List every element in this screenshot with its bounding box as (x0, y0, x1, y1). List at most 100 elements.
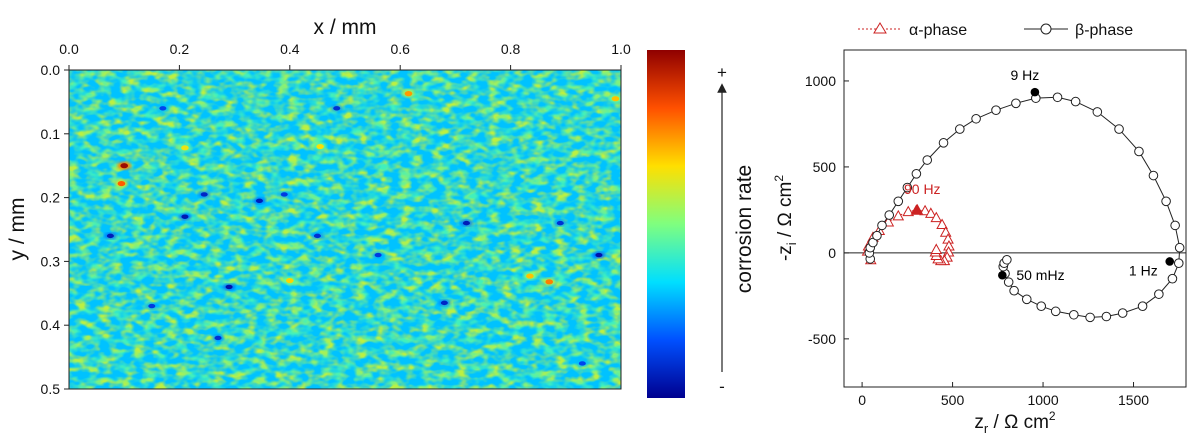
heatmap-x-tick-label: 0.8 (501, 41, 521, 57)
nyquist-y-axis-label: -zi / Ω cm2 (772, 175, 799, 261)
colorbar-gradient (647, 50, 685, 398)
heatmap-hot-spot (117, 180, 126, 187)
beta-data-point (1003, 277, 1014, 287)
heatmap-hot-spot (286, 277, 294, 284)
heatmap-y-tick-label: 0.3 (41, 253, 61, 269)
heatmap-cold-spot (159, 106, 167, 111)
beta-data-point (1117, 308, 1128, 318)
highlighted-point (911, 203, 924, 215)
beta-data-point (1036, 301, 1047, 311)
highlighted-point-label: 9 Hz (1011, 67, 1040, 83)
nyquist-y-tick-label: -500 (808, 331, 836, 347)
heatmap-cold-spot (440, 300, 448, 306)
heatmap-texture-low (69, 70, 621, 389)
beta-data-point (971, 113, 981, 124)
nyquist-chart: 0 500 1000 1500 -500 0 500 1000 9 Hz 1 Hz 50 mHz… (772, 22, 1187, 436)
heatmap-cold-spot (181, 214, 189, 219)
nyquist-highlights: 9 Hz 1 Hz 50 mHz 90 Hz (904, 67, 1175, 283)
beta-data-point (1050, 306, 1061, 317)
heatmap-cold-spot (214, 335, 222, 341)
heatmap-hot-spot (545, 279, 554, 285)
nyquist-x-axis-label: zr / Ω cm2 (974, 409, 1056, 436)
heatmap-cold-spot (313, 233, 321, 239)
beta-data-point (1052, 92, 1063, 103)
nyquist-x-tick-label: 1000 (1027, 392, 1058, 408)
highlighted-point (1030, 87, 1040, 97)
heatmap-x-tick-label: 0.2 (170, 41, 190, 57)
nyquist-y-tick-label: 0 (828, 245, 836, 261)
heatmap-hot-spot (404, 91, 413, 97)
nyquist-frame (843, 49, 1187, 388)
heatmap-chart: 0.0 0.2 0.4 0.6 0.8 1.0 0.0 0.1 0.2 0.3 0.4 0.5 x … (6, 16, 631, 397)
heatmap-cold-spot (148, 303, 156, 309)
heatmap-cold-spot (225, 284, 233, 290)
heatmap-x-axis-label: x / mm (314, 16, 377, 39)
heatmap-y-tick-label: 0.4 (41, 317, 61, 333)
legend-item-alpha: α-phase (858, 22, 967, 39)
beta-data-point (1161, 196, 1171, 207)
nyquist-y-tick-label: 1000 (805, 73, 836, 89)
nyquist-y-tick-label: 500 (813, 159, 837, 175)
heatmap-cold-spot (106, 233, 114, 239)
heatmap-hot-spot (316, 143, 324, 150)
nyquist-x-ticks: 0 500 1000 1500 (858, 382, 1149, 408)
heatmap-cold-spot (374, 252, 382, 258)
beta-data-point (938, 138, 949, 148)
heatmap-x-tick-label: 0.4 (280, 41, 300, 57)
heatmap-frame (68, 69, 622, 390)
beta-data-point (1170, 220, 1180, 231)
highlighted-point-label: 1 Hz (1129, 262, 1158, 278)
beta-data-point (1114, 124, 1124, 134)
beta-data-point (1101, 311, 1112, 322)
heatmap-x-tick-label: 0.6 (390, 41, 410, 57)
colorbar-label: corrosion rate (733, 165, 756, 293)
heatmap-cold-spot (595, 252, 603, 258)
highlighted-point (1165, 257, 1175, 266)
nyquist-y-ticks: -500 0 500 1000 (805, 73, 849, 347)
beta-data-point (1092, 107, 1103, 117)
nyquist-x-tick-label: 500 (941, 392, 965, 408)
heatmap-y-ticks: 0.0 0.1 0.2 0.3 0.4 0.5 (41, 62, 69, 397)
beta-data-point (884, 210, 895, 220)
legend-item-beta: β-phase (1024, 22, 1133, 39)
heatmap-x-tick-label: 1.0 (611, 41, 631, 57)
beta-data-point (1137, 301, 1148, 311)
colorbar-minus-label: - (719, 377, 725, 396)
beta-data-point (1011, 98, 1021, 109)
alpha-data-point (919, 204, 931, 216)
legend-label-beta: β-phase (1075, 22, 1133, 39)
beta-data-point (955, 124, 965, 134)
alpha-data-point (936, 218, 948, 230)
heatmap-spots (104, 89, 621, 367)
heatmap-cold-spot (333, 106, 341, 111)
heatmap-cold-spot (200, 192, 208, 197)
beta-data-point (1069, 309, 1079, 320)
beta-data-point (1173, 258, 1184, 269)
beta-data-point (902, 182, 913, 193)
heatmap-hot-spot (181, 145, 189, 151)
highlighted-point-label: 50 mHz (1016, 267, 1064, 283)
nyquist-legend: α-phase β-phase (858, 22, 1133, 39)
heatmap-x-tick-label: 0.0 (59, 41, 79, 57)
beta-data-point (893, 196, 904, 207)
nyquist-series (861, 92, 1185, 323)
beta-data-point (1009, 285, 1019, 296)
heatmap-y-tick-label: 0.5 (41, 381, 61, 397)
heatmap-cold-spot (280, 192, 288, 197)
heatmap-hot-spot (526, 273, 534, 279)
heatmap-cold-spot (556, 220, 564, 226)
highlighted-point (998, 270, 1007, 280)
nyquist-x-tick-label: 1500 (1118, 392, 1149, 408)
heatmap-y-tick-label: 0.2 (41, 190, 61, 206)
beta-data-point (1148, 170, 1159, 181)
colorbar-plus-label: + (717, 63, 727, 82)
beta-data-point (1002, 254, 1012, 265)
heatmap-hot-spot (611, 96, 620, 102)
legend-label-alpha: α-phase (909, 22, 967, 39)
beta-data-point (1070, 96, 1081, 107)
heatmap-cold-spot (462, 220, 470, 226)
beta-data-point (1134, 146, 1144, 157)
heatmap-cold-spot (255, 198, 263, 203)
alpha-data-point (892, 209, 905, 221)
